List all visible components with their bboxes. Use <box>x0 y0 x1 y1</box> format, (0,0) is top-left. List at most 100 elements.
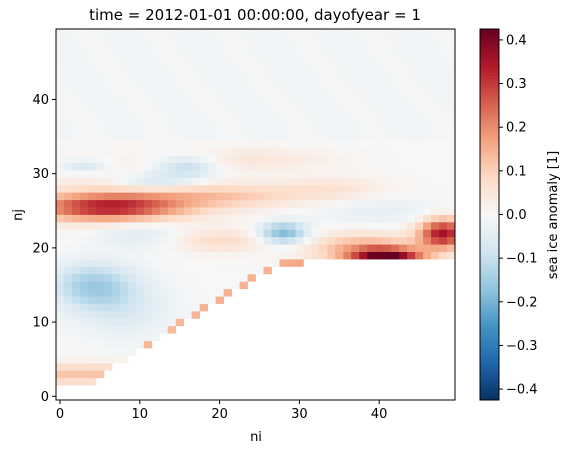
heatmap-cell <box>183 192 193 201</box>
heatmap-cell <box>439 251 448 260</box>
heatmap-cell <box>303 229 312 238</box>
heatmap-cell <box>143 221 153 230</box>
heatmap-cell <box>399 140 408 149</box>
heatmap-cell <box>383 95 392 104</box>
heatmap-cell <box>295 207 304 215</box>
heatmap-cell <box>239 155 248 163</box>
heatmap-cell <box>127 147 137 156</box>
heatmap-cell <box>95 66 105 74</box>
heatmap-cell <box>327 125 336 134</box>
heatmap-cell <box>255 147 264 156</box>
heatmap-cell <box>79 296 89 304</box>
heatmap-cell <box>159 273 169 282</box>
heatmap-cell <box>151 266 161 275</box>
heatmap-cell <box>207 110 216 119</box>
heatmap-cell <box>415 103 424 112</box>
heatmap-cell <box>255 73 264 82</box>
heatmap-cell <box>223 236 232 245</box>
heatmap-cell <box>231 207 240 215</box>
heatmap-cell <box>407 229 416 238</box>
heatmap-cell <box>415 169 424 178</box>
heatmap-cell <box>223 192 232 201</box>
colorbar-segment <box>480 69 499 73</box>
heatmap-cell <box>56 132 65 141</box>
heatmap-cell <box>447 199 456 208</box>
heatmap-cell <box>135 88 145 97</box>
heatmap-cell <box>135 58 145 67</box>
heatmap-cell <box>87 325 97 334</box>
heatmap-cell <box>223 29 232 37</box>
heatmap-cell <box>159 51 169 60</box>
heatmap-cell <box>327 66 336 74</box>
colorbar-segment <box>480 217 499 222</box>
heatmap-cell <box>111 273 121 282</box>
heatmap-cell <box>303 162 312 171</box>
heatmap-cell <box>159 66 169 74</box>
heatmap-cell <box>95 318 105 327</box>
heatmap-cell <box>111 162 121 171</box>
heatmap-cell <box>303 132 312 141</box>
heatmap-cell <box>87 36 97 45</box>
heatmap-cell <box>303 66 312 74</box>
heatmap-cell <box>56 266 65 275</box>
heatmap-cell <box>79 333 89 342</box>
heatmap-cell <box>367 169 376 178</box>
heatmap-cell <box>111 229 121 238</box>
heatmap-cell <box>247 184 256 193</box>
heatmap-cell <box>399 177 408 186</box>
heatmap-cell <box>71 340 81 349</box>
heatmap-cell <box>303 192 312 201</box>
heatmap-cell <box>135 303 145 312</box>
heatmap-cell <box>383 244 392 252</box>
heatmap-cell <box>383 125 392 134</box>
heatmap-cell <box>111 66 121 74</box>
heatmap-cell <box>303 155 312 163</box>
heatmap-cell <box>79 355 89 364</box>
heatmap-cell <box>199 140 209 149</box>
heatmap-cell <box>319 110 328 119</box>
heatmap-cell <box>63 199 73 208</box>
heatmap-cell <box>175 259 185 267</box>
colorbar-segment <box>480 56 499 61</box>
heatmap-cell <box>95 132 105 141</box>
heatmap-cell <box>375 236 384 245</box>
heatmap-cell <box>415 29 424 37</box>
heatmap-cell <box>343 140 352 149</box>
heatmap-cell <box>71 132 81 141</box>
heatmap-cell <box>415 118 424 126</box>
heatmap-cell <box>167 177 177 186</box>
heatmap-cell <box>223 169 232 178</box>
heatmap-cell <box>103 318 113 327</box>
heatmap-cell <box>223 229 232 238</box>
heatmap-cell <box>431 110 440 119</box>
heatmap-cell <box>239 281 248 290</box>
heatmap-cell <box>431 51 440 60</box>
heatmap-cell <box>95 184 105 193</box>
heatmap-cell <box>335 192 344 201</box>
heatmap-cell <box>191 281 201 290</box>
heatmap-cell <box>175 177 185 186</box>
heatmap-cell <box>295 73 304 82</box>
heatmap-cell <box>71 214 81 223</box>
heatmap-cell <box>407 73 416 82</box>
heatmap-cell <box>71 66 81 74</box>
heatmap-cell <box>127 310 137 319</box>
heatmap-cell <box>279 29 288 37</box>
heatmap-cell <box>103 43 113 52</box>
heatmap-cell <box>63 73 73 82</box>
heatmap-cell <box>391 177 400 186</box>
heatmap-cell <box>279 192 288 201</box>
heatmap-cell <box>359 29 368 37</box>
heatmap-cell <box>95 73 105 82</box>
heatmap-cell <box>183 110 193 119</box>
heatmap-cell <box>159 288 169 297</box>
heatmap-cell <box>119 43 129 52</box>
colorbar-segment <box>480 124 499 129</box>
heatmap-cell <box>231 162 240 171</box>
heatmap-cell <box>239 251 248 260</box>
heatmap-cell <box>207 125 216 134</box>
heatmap-cell <box>239 58 248 67</box>
heatmap-cell <box>431 251 440 260</box>
heatmap-cell <box>231 51 240 60</box>
heatmap-cell <box>239 169 248 178</box>
